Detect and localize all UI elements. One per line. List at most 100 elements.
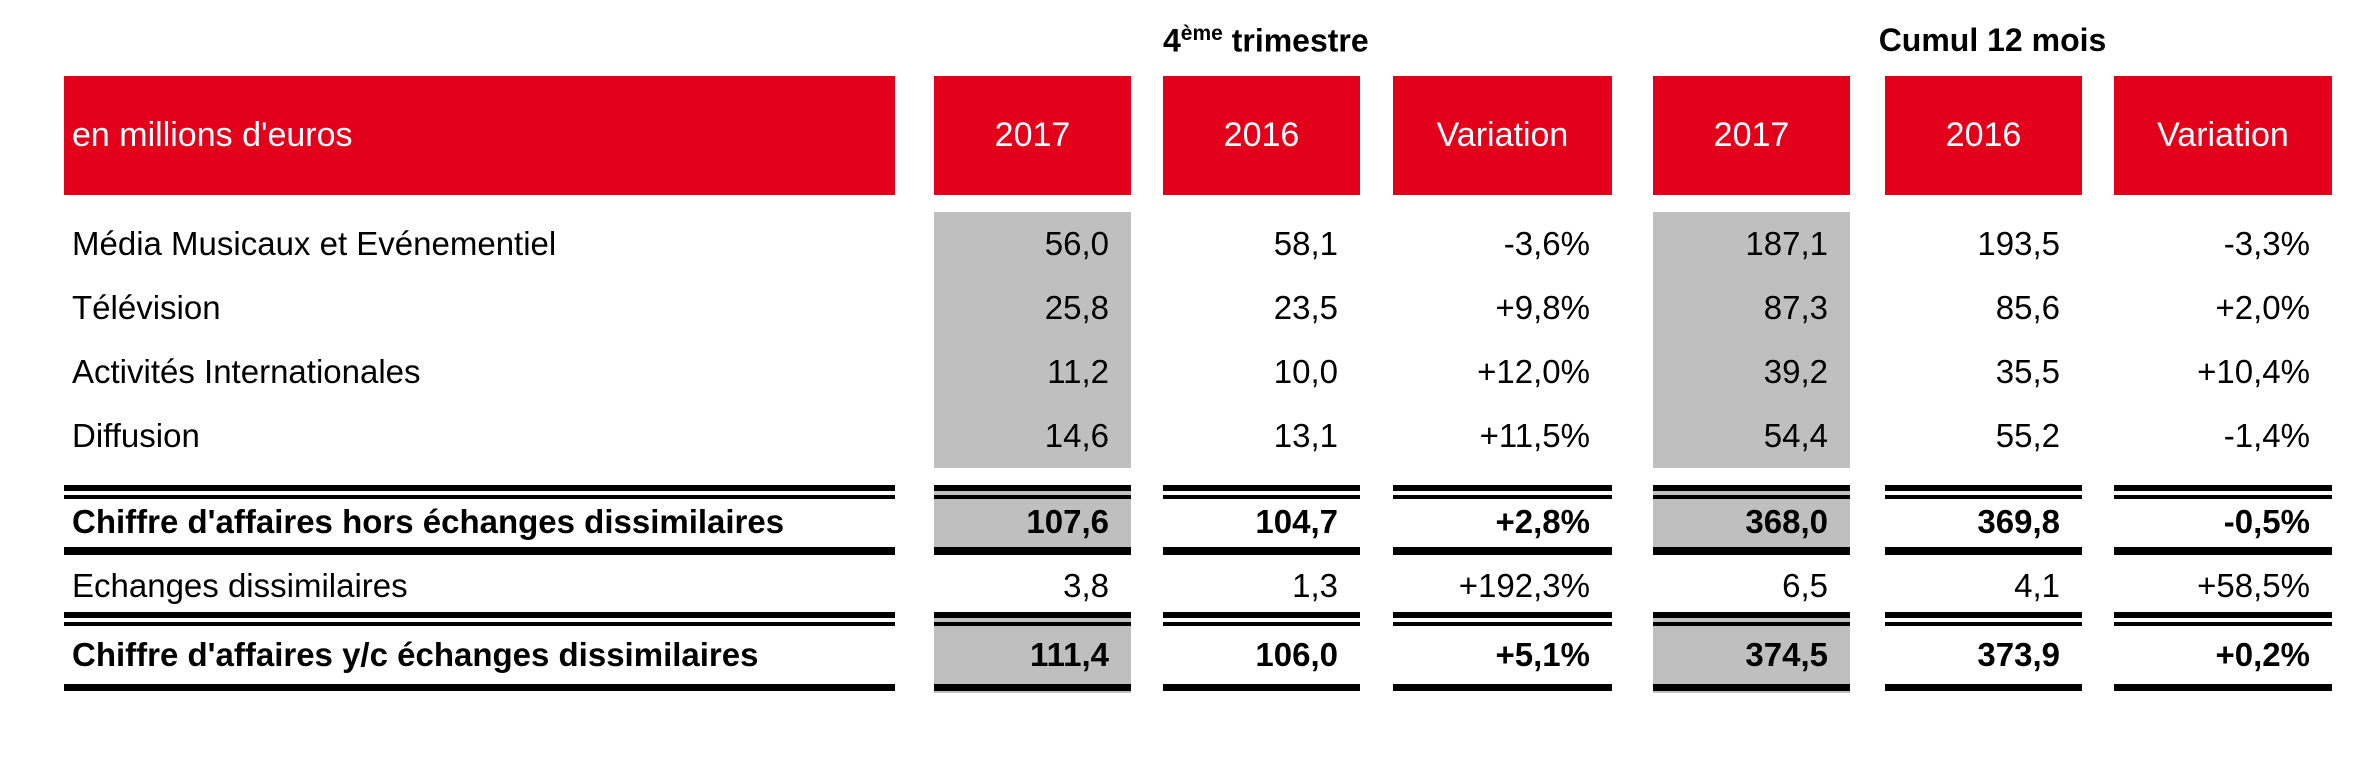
divider-line [934, 485, 1131, 491]
divider-line [1653, 495, 1850, 499]
highlight-band [1653, 615, 1850, 693]
divider-line [1885, 495, 2082, 499]
q4-number: 4 [1163, 22, 1181, 59]
divider-line [2114, 485, 2332, 491]
divider-line [2114, 612, 2332, 618]
divider-line [934, 622, 1131, 626]
divider-line [64, 547, 895, 555]
row-label: Télévision [72, 289, 221, 326]
row-label: Média Musicaux et Evénementiel [72, 225, 557, 262]
q4-suffix: trimestre [1222, 22, 1369, 59]
divider-line [934, 612, 1131, 618]
row-value: 368,0 [1745, 503, 1828, 540]
divider-line [64, 684, 895, 691]
row-value: +11,5% [1479, 417, 1590, 454]
row-value: 39,2 [1763, 353, 1828, 390]
row-value: 187,1 [1745, 225, 1828, 262]
column-header: 2017 [934, 76, 1131, 195]
row-value: 11,2 [1047, 353, 1109, 390]
divider-line [1885, 622, 2082, 626]
column-header: 2016 [1163, 76, 1360, 195]
divider-line [1163, 485, 1360, 491]
divider-line [64, 612, 895, 618]
row-value: -1,4% [2223, 417, 2310, 454]
row-value: 3,8 [1063, 567, 1109, 604]
divider-line [1653, 547, 1850, 555]
row-value: 56,0 [1044, 225, 1109, 262]
row-value: -3,6% [1503, 225, 1590, 262]
highlight-band [1653, 212, 1850, 468]
group-title-cumul: Cumul 12 mois [1878, 22, 2107, 58]
row-value: 106,0 [1255, 636, 1338, 673]
divider-line [1163, 622, 1360, 626]
row-value: 54,4 [1763, 417, 1828, 454]
row-value: -3,3% [2223, 225, 2310, 262]
row-value: 107,6 [1026, 503, 1109, 540]
header-units-label: en millions d'euros [64, 76, 895, 195]
row-value: 111,4 [1030, 636, 1109, 673]
column-header: 2016 [1885, 76, 2082, 195]
divider-line [64, 495, 895, 499]
divider-line [934, 547, 1131, 555]
column-header: Variation [2114, 76, 2332, 195]
row-value: +2,0% [2215, 289, 2311, 326]
divider-line [1653, 684, 1850, 691]
divider-line [1393, 495, 1612, 499]
row-value: 10,0 [1273, 353, 1338, 390]
row-value: +2,8% [1495, 503, 1591, 540]
row-value: 55,2 [1995, 417, 2060, 454]
column-header: Variation [1393, 76, 1612, 195]
row-value: +192,3% [1458, 567, 1590, 604]
divider-line [2114, 547, 2332, 555]
row-label: Diffusion [72, 417, 200, 454]
row-label: Chiffre d'affaires y/c échanges dissimil… [72, 636, 759, 673]
row-value: 6,5 [1782, 567, 1828, 604]
column-header: 2017 [1653, 76, 1850, 195]
divider-line [1393, 612, 1612, 618]
row-value: 23,5 [1273, 289, 1338, 326]
divider-line [1163, 495, 1360, 499]
highlight-band [934, 212, 1131, 468]
row-label: Echanges dissimilaires [72, 567, 408, 604]
group-title-q4: 4ème trimestre [1163, 22, 1369, 66]
divider-line [1163, 684, 1360, 691]
divider-line [1653, 612, 1850, 618]
row-label: Chiffre d'affaires hors échanges dissimi… [72, 503, 785, 540]
divider-line [2114, 684, 2332, 691]
row-value: 374,5 [1745, 636, 1828, 673]
divider-line [934, 684, 1131, 691]
row-value: 25,8 [1044, 289, 1109, 326]
row-value: 4,1 [2014, 567, 2060, 604]
row-value: 373,9 [1977, 636, 2060, 673]
divider-line [934, 495, 1131, 499]
divider-line [64, 485, 895, 491]
divider-line [64, 622, 895, 626]
row-value: +5,1% [1495, 636, 1591, 673]
row-value: +0,2% [2215, 636, 2311, 673]
row-value: +12,0% [1477, 353, 1590, 390]
row-label: Activités Internationales [72, 353, 421, 390]
row-value: 104,7 [1255, 503, 1338, 540]
row-value: 58,1 [1273, 225, 1338, 262]
divider-line [1393, 684, 1612, 691]
row-value: 369,8 [1977, 503, 2060, 540]
q4-superscript: ème [1180, 22, 1223, 45]
row-value: 85,6 [1995, 289, 2060, 326]
divider-line [1885, 684, 2082, 691]
row-value: 35,5 [1995, 353, 2060, 390]
row-value: +58,5% [2197, 567, 2310, 604]
divider-line [2114, 622, 2332, 626]
row-value: 1,3 [1292, 567, 1338, 604]
divider-line [1885, 612, 2082, 618]
highlight-band [934, 615, 1131, 693]
divider-line [1653, 485, 1850, 491]
row-value: +9,8% [1495, 289, 1591, 326]
row-value: -0,5% [2223, 503, 2310, 540]
row-value: +10,4% [2197, 353, 2310, 390]
divider-line [1393, 547, 1612, 555]
divider-line [1885, 547, 2082, 555]
divider-line [2114, 495, 2332, 499]
divider-line [1885, 485, 2082, 491]
row-value: 193,5 [1977, 225, 2060, 262]
row-value: 13,1 [1273, 417, 1338, 454]
